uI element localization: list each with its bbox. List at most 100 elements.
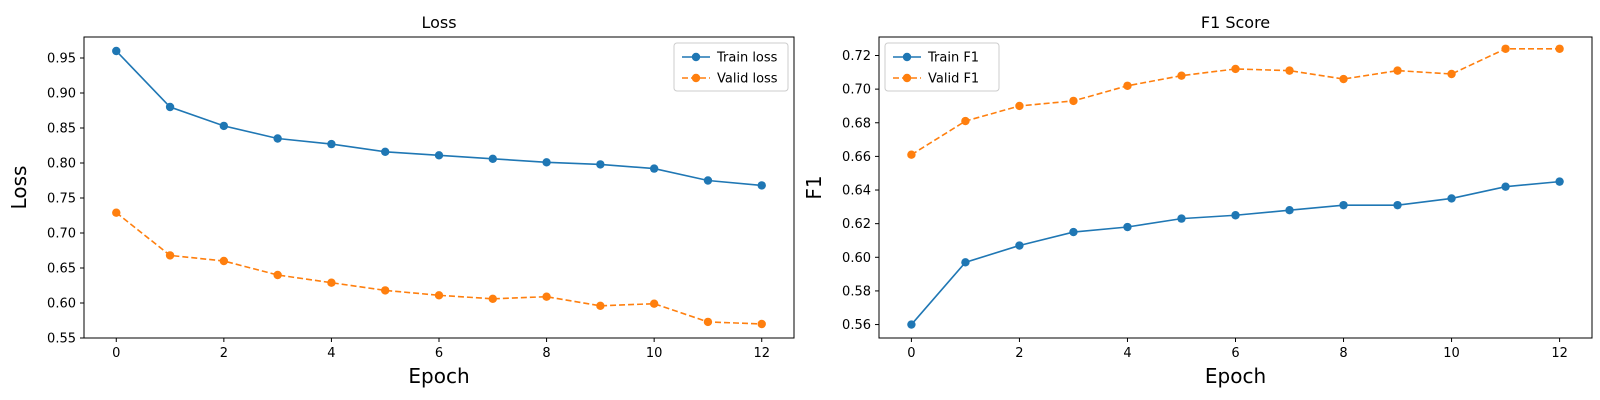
f1-series-1-point <box>1231 64 1240 74</box>
f1-legend: Train F1 Valid F1 <box>884 42 1000 92</box>
loss-series-0-point <box>381 147 390 156</box>
loss-series-0-point <box>165 102 175 112</box>
loss-y-tick-label: 0.55 <box>47 332 76 347</box>
f1-series-0-point <box>1447 194 1456 203</box>
loss-y-tick-label: 0.90 <box>47 87 76 102</box>
loss-chart-title: Loss <box>421 13 456 32</box>
loss-series-1-point <box>273 270 282 280</box>
loss-series-1-point <box>381 286 390 295</box>
loss-series-0-point <box>596 160 605 169</box>
f1-y-tick-label: 0.64 <box>842 184 871 199</box>
f1-series-0-point <box>907 320 916 329</box>
loss-legend-box <box>673 42 789 92</box>
f1-legend-label-0: Train F1 <box>927 51 979 66</box>
f1-series-0-point <box>1285 206 1294 215</box>
f1-series-1-point <box>1447 69 1456 79</box>
f1-y-tick-label: 0.66 <box>842 150 871 165</box>
f1-series-1-point <box>907 150 916 159</box>
loss-series-0-point <box>703 176 713 185</box>
f1-y-tick-label: 0.72 <box>842 49 871 64</box>
f1-series-0-point <box>1555 177 1564 186</box>
f1-y-tick-label: 0.70 <box>842 83 871 98</box>
f1-series-0-point <box>1123 222 1132 232</box>
f1-series-0-point <box>1393 200 1402 210</box>
f1-series-1-point <box>961 116 970 126</box>
loss-legend: Train loss Valid loss <box>673 42 789 92</box>
f1-y-tick-label: 0.62 <box>842 217 871 232</box>
loss-y-axis-label: Loss <box>7 166 31 210</box>
f1-series-0-point <box>961 258 970 267</box>
f1-series-0-point <box>1339 200 1348 210</box>
loss-series-0-point <box>219 121 229 131</box>
loss-y-tick-label: 0.95 <box>47 52 76 67</box>
loss-series-1-point <box>488 294 497 303</box>
f1-x-tick-label: 4 <box>1123 346 1131 361</box>
f1-chart: F1 Score 0 2 4 6 8 10 12 0.56 0.58 0.60 0.62 0.64 0.6… <box>802 13 1593 388</box>
loss-series-1-point <box>219 256 229 266</box>
f1-legend-box <box>884 42 1000 92</box>
loss-series-0-point <box>434 151 444 160</box>
loss-legend-label-0: Train loss <box>716 51 778 66</box>
f1-x-tick-label: 12 <box>1551 346 1568 361</box>
f1-series-1-point <box>1339 74 1348 84</box>
loss-x-tick-label: 2 <box>220 346 228 361</box>
loss-legend-label-1: Valid loss <box>717 72 778 87</box>
loss-series-1-point <box>649 299 659 308</box>
loss-y-tick-label: 0.80 <box>47 157 76 172</box>
f1-series-1-point <box>1555 44 1564 53</box>
f1-series-0-point <box>1015 241 1024 250</box>
loss-y-tick-label: 0.65 <box>47 262 76 277</box>
loss-x-tick-label: 4 <box>327 346 335 361</box>
loss-x-tick-label: 8 <box>542 346 550 361</box>
f1-x-tick-label: 10 <box>1443 346 1460 361</box>
loss-legend-marker-0 <box>691 52 701 62</box>
f1-series-1-point <box>1123 81 1132 90</box>
loss-series-0-point <box>327 139 336 149</box>
f1-series-0-point <box>1177 214 1186 223</box>
loss-y-tick-label: 0.60 <box>47 297 76 312</box>
f1-x-tick-label: 8 <box>1339 346 1347 361</box>
loss-series-1-point <box>596 301 605 310</box>
loss-x-tick-label: 0 <box>112 346 120 361</box>
loss-series-0-point <box>649 164 659 173</box>
f1-series-0-point <box>1069 227 1078 237</box>
loss-x-tick-label: 6 <box>435 346 443 361</box>
loss-series-1-point <box>703 317 713 327</box>
f1-x-tick-label: 6 <box>1231 346 1239 361</box>
loss-y-tick-label: 0.85 <box>47 122 76 137</box>
loss-legend-marker-1 <box>691 73 701 83</box>
loss-series-1-point <box>757 319 766 329</box>
loss-series-1-point <box>165 251 175 260</box>
loss-series-1-point <box>542 292 551 301</box>
f1-y-tick-label: 0.68 <box>842 116 871 131</box>
loss-series-1-point <box>434 291 444 300</box>
loss-series-0-point <box>273 134 282 143</box>
f1-series-0-point <box>1501 182 1510 191</box>
f1-series-1-point <box>1501 44 1510 53</box>
f1-legend-marker-1 <box>902 73 912 83</box>
loss-x-tick-label: 10 <box>646 346 663 361</box>
loss-chart: Loss 0 2 4 6 8 10 12 0.55 0.60 0.65 0.70 0.75 0.80 0.8… <box>7 13 795 388</box>
loss-series-0-point <box>542 158 551 167</box>
loss-series-0-point <box>488 154 497 163</box>
f1-y-tick-label: 0.56 <box>842 318 871 333</box>
f1-series-1-point <box>1393 66 1402 75</box>
f1-legend-marker-0 <box>902 52 912 62</box>
f1-chart-title: F1 Score <box>1201 13 1270 32</box>
f1-y-tick-label: 0.60 <box>842 251 871 266</box>
loss-series-0-point <box>112 46 121 56</box>
f1-x-axis-label: Epoch <box>1205 364 1266 388</box>
f1-series-1-point <box>1177 71 1186 80</box>
f1-x-tick-label: 2 <box>1015 346 1023 361</box>
loss-series-1-point <box>327 278 336 287</box>
f1-legend-label-1: Valid F1 <box>928 72 979 87</box>
f1-y-tick-label: 0.58 <box>842 284 871 299</box>
loss-x-tick-label: 12 <box>753 346 770 361</box>
loss-y-tick-label: 0.75 <box>47 192 76 207</box>
f1-y-axis-label: F1 <box>802 175 826 199</box>
f1-x-tick-label: 0 <box>907 346 915 361</box>
loss-series-1-point <box>112 208 121 217</box>
f1-series-1-point <box>1015 101 1024 111</box>
loss-x-axis-label: Epoch <box>408 364 469 388</box>
